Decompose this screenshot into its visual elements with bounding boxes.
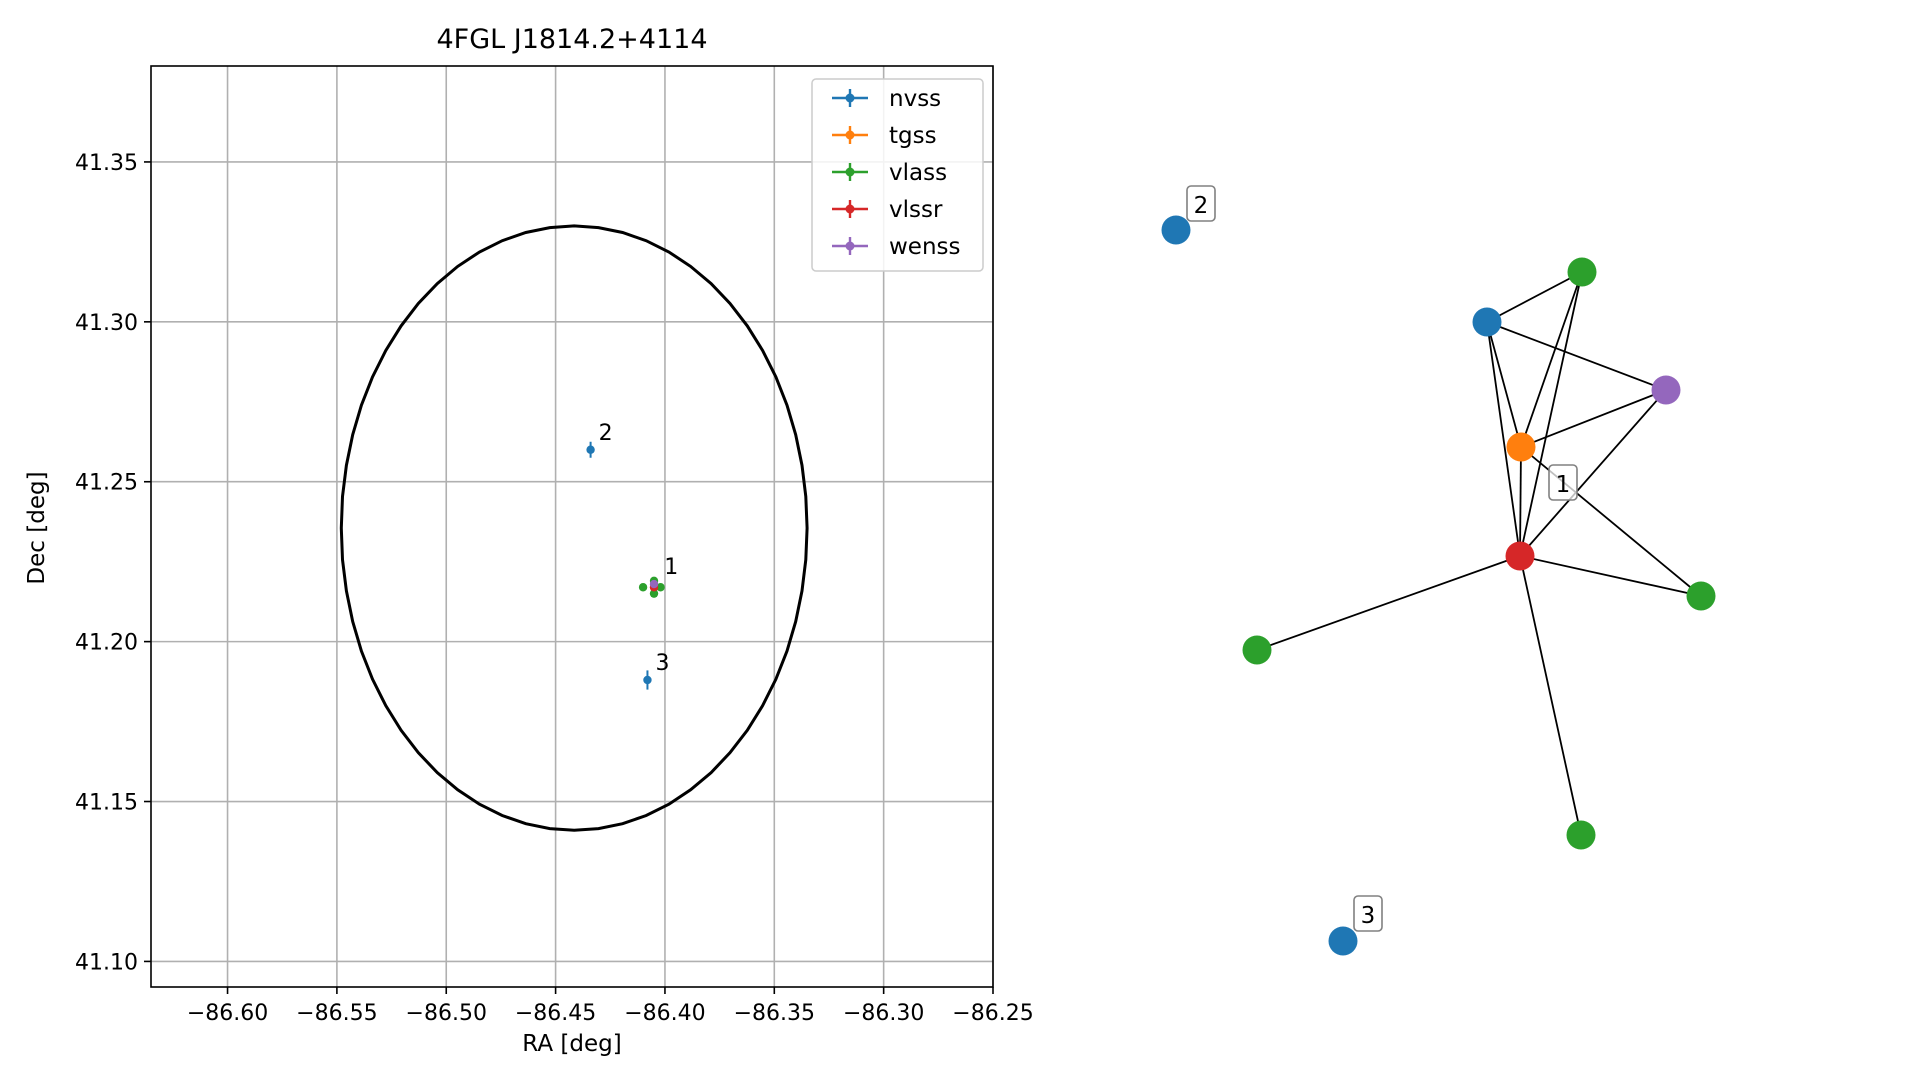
network-panel: 2 1 3 (1161, 185, 1716, 956)
network-node-nvss (1161, 215, 1191, 245)
network-edge (1486, 321, 1522, 448)
network-node-nvss (1472, 307, 1502, 337)
network-edge (1519, 446, 1522, 557)
network-node-wenss (1651, 375, 1681, 405)
x-axis: −86.60 −86.55 −86.50 −86.45 −86.40 −86.35 −86.… (187, 987, 1034, 1026)
y-tick-label: 41.30 (75, 311, 138, 336)
error-ellipse (339, 224, 809, 832)
y-tick-label: 41.25 (75, 471, 138, 496)
legend-label: tgss (889, 123, 937, 149)
legend-label: wenss (889, 234, 961, 260)
scatter-points (586, 441, 665, 690)
y-tick-label: 41.15 (75, 791, 138, 816)
legend-marker (845, 93, 855, 103)
group-label: 3 (1353, 895, 1383, 932)
point-marker (649, 589, 659, 598)
network-nodes (1161, 215, 1716, 956)
point-marker (643, 675, 652, 685)
group-label-box (1548, 464, 1578, 501)
data-point-vlass (649, 589, 659, 598)
point-label: 2 (599, 421, 613, 446)
group-label-box (1353, 895, 1383, 932)
network-edge (1519, 389, 1667, 557)
legend-marker (845, 204, 855, 214)
y-axis: 41.10 41.15 41.20 41.25 41.30 41.35 (75, 151, 151, 975)
data-point-nvss (586, 441, 595, 458)
legend: nvss tgss vlass vlssr wenss (811, 78, 984, 272)
network-edge (1520, 389, 1667, 448)
point-marker (649, 579, 659, 589)
data-point-vlass (638, 583, 648, 592)
scatter-point-labels: 2 1 3 (599, 421, 679, 676)
x-tick-label: −86.40 (624, 1001, 705, 1026)
y-axis-label: Dec [deg] (24, 471, 50, 584)
group-label-text: 1 (1556, 472, 1571, 498)
network-edge (1256, 555, 1521, 651)
legend-marker (845, 241, 855, 251)
x-tick-label: −86.50 (406, 1001, 487, 1026)
y-tick-label: 41.20 (75, 631, 138, 656)
legend-entry-nvss: nvss (832, 86, 941, 112)
legend-marker (845, 167, 855, 177)
data-point-nvss (643, 670, 652, 690)
legend-entry-tgss: tgss (832, 123, 937, 149)
network-edges (1256, 271, 1702, 836)
scatter-panel: 4FGL J1814.2+4114 RA [deg] Dec [deg] −86… (24, 24, 1034, 1057)
network-edge (1486, 271, 1583, 323)
y-tick-label: 41.10 (75, 950, 138, 975)
group-label: 2 (1186, 185, 1216, 222)
network-edge (1520, 271, 1583, 448)
group-label-text: 3 (1361, 903, 1376, 929)
legend-entry-vlssr: vlssr (832, 197, 943, 223)
group-label-text: 2 (1194, 193, 1209, 219)
x-tick-label: −86.55 (296, 1001, 377, 1026)
point-marker (656, 583, 665, 592)
x-tick-label: −86.45 (515, 1001, 596, 1026)
network-group-labels: 2 1 3 (1186, 185, 1578, 932)
x-tick-label: −86.60 (187, 1001, 268, 1026)
plot-frame (150, 65, 994, 988)
point-marker (586, 445, 595, 454)
point-label: 3 (655, 651, 669, 676)
legend-entry-vlass: vlass (832, 160, 947, 186)
group-label: 1 (1548, 464, 1578, 501)
network-node-vlass (1566, 820, 1596, 850)
x-tick-label: −86.30 (843, 1001, 924, 1026)
network-edge (1519, 555, 1582, 836)
chart-title: 4FGL J1814.2+4114 (436, 24, 707, 55)
network-edge (1486, 321, 1521, 557)
legend-label: nvss (889, 86, 941, 112)
network-node-vlass (1242, 635, 1272, 665)
network-edge (1519, 555, 1702, 597)
network-edge (1519, 271, 1583, 557)
network-node-vlssr (1505, 541, 1535, 571)
x-tick-label: −86.25 (952, 1001, 1033, 1026)
legend-label: vlass (889, 160, 947, 186)
point-marker (638, 583, 648, 592)
point-label: 1 (664, 555, 678, 580)
x-tick-label: −86.35 (734, 1001, 815, 1026)
data-point-vlass (656, 583, 665, 592)
network-node-vlass (1686, 581, 1716, 611)
network-node-nvss (1328, 926, 1358, 956)
data-point-wenss (649, 579, 659, 589)
y-tick-label: 41.35 (75, 151, 138, 176)
network-edge (1486, 321, 1667, 391)
network-node-vlass (1567, 257, 1597, 287)
legend-marker (845, 130, 855, 140)
x-axis-label: RA [deg] (522, 1031, 621, 1057)
legend-box (811, 78, 984, 272)
legend-entry-wenss: wenss (832, 234, 961, 260)
legend-label: vlssr (889, 197, 943, 223)
group-label-box (1186, 185, 1216, 222)
network-node-tgss (1506, 432, 1536, 462)
